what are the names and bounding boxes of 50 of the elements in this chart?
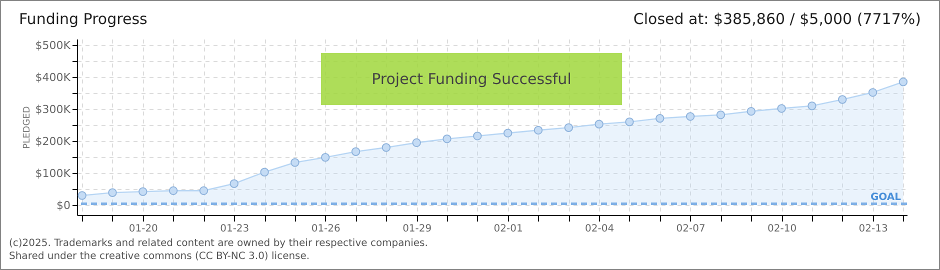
- x-tick-label: 01-29: [402, 224, 432, 234]
- y-tick-label: $400K: [35, 70, 72, 84]
- point: [808, 102, 816, 110]
- point: [260, 168, 269, 176]
- point: [382, 143, 391, 152]
- y-tick-label: $0: [56, 198, 70, 212]
- point: [534, 126, 543, 135]
- point: [838, 95, 847, 104]
- x-tick-label: 02-01: [494, 224, 523, 234]
- ref-line-label: GOAL: [870, 192, 902, 203]
- y-tick-label: $500K: [35, 38, 72, 52]
- point: [656, 114, 664, 123]
- point: [868, 88, 878, 97]
- point: [686, 112, 695, 121]
- x-tick-label: 02-07: [676, 224, 706, 234]
- point: [320, 153, 330, 162]
- text: Shared under the creative commons (CC BY-NC 3.0) license.: [9, 250, 311, 263]
- point: [503, 128, 512, 138]
- point: [290, 158, 300, 167]
- x-tick-label: 01-26: [311, 224, 340, 234]
- point: [564, 123, 574, 132]
- point: [625, 118, 634, 126]
- y-tick-label: $300K: [35, 102, 72, 116]
- point: [777, 104, 786, 113]
- point: [746, 106, 756, 116]
- point: [351, 147, 360, 156]
- text: (c)2025. Trademarks and related content are owned by their respective companies.: [9, 237, 428, 250]
- text: Closed at: $385,860 / $5,000 (7717%): [633, 10, 921, 28]
- banner: Project Funding Successful: [321, 53, 622, 105]
- point: [473, 132, 482, 140]
- point: [78, 191, 86, 200]
- x-tick-label: 02-04: [585, 224, 614, 234]
- point: [199, 186, 208, 196]
- point: [716, 110, 726, 120]
- x-tick-label: 01-23: [220, 224, 250, 234]
- point: [594, 120, 604, 128]
- x-tick-label: 02-13: [858, 224, 888, 234]
- point: [168, 186, 178, 196]
- point: [230, 179, 239, 188]
- y-tick-label: $100K: [35, 166, 72, 180]
- x-tick-label: 01-20: [128, 224, 158, 234]
- x-tick-label: 02-10: [768, 224, 797, 234]
- point: [138, 187, 148, 196]
- chart-title: Funding Progress: [19, 10, 148, 28]
- y-axis-title: PLEDGED: [22, 106, 32, 149]
- point: [442, 134, 452, 144]
- point: [108, 188, 117, 197]
- y-tick-label: $200K: [35, 134, 72, 148]
- point: [412, 138, 421, 148]
- point: [898, 78, 908, 86]
